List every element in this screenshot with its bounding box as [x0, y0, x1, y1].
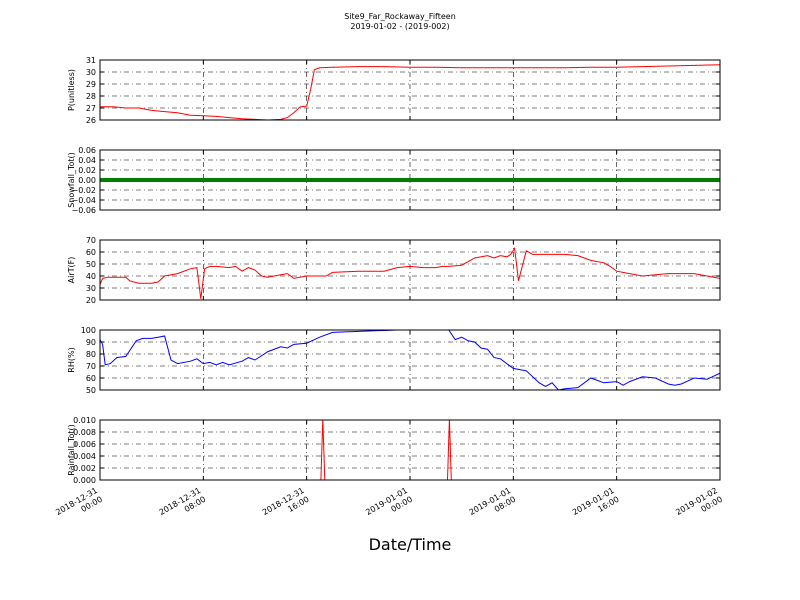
y-tick-label: 80 [86, 350, 96, 359]
y-tick-label: 30 [86, 68, 96, 77]
y-axis-label: AirT(F) [67, 257, 76, 284]
chart-title: Site9_Far_Rockaway_Fifteen [344, 12, 456, 21]
y-tick-label: 27 [86, 104, 96, 113]
axes-frame [99, 149, 721, 211]
y-axis-label: Snowfall_Tot() [67, 152, 76, 208]
y-tick-label: −0.04 [71, 196, 96, 205]
y-tick-label: 40 [86, 272, 96, 281]
subplot-stack: 262728293031P(unitless)−0.06−0.04−0.020.… [67, 56, 721, 485]
y-tick-label: 0.00 [78, 176, 96, 185]
chart-subtitle: 2019-01-02 - (2019-002) [350, 22, 449, 31]
panel-4: 0.000 0.002 0.004 0.006 0.008 0.010Rainfall_T… [67, 416, 721, 485]
y-tick-label: 0.008 [73, 428, 96, 437]
y-tick-label: −0.02 [71, 186, 96, 195]
y-tick-label: 0.006 [73, 440, 96, 449]
y-tick-label: 0.000 [73, 476, 96, 485]
y-tick-label: 50 [86, 260, 96, 269]
y-tick-label: 90 [86, 338, 96, 347]
y-tick-label: 30 [86, 284, 96, 293]
y-tick-label: 0.002 [73, 464, 96, 473]
y-tick-label: 50 [86, 386, 96, 395]
y-tick-label: 29 [86, 80, 96, 89]
axes-frame [99, 59, 721, 121]
y-tick-label: 0.004 [73, 452, 96, 461]
y-tick-label: 0.04 [78, 156, 96, 165]
panel-1: −0.06−0.04−0.020.000.020.040.06Snowfall_… [67, 146, 721, 215]
y-tick-label: 100 [81, 326, 96, 335]
y-tick-label: 60 [86, 248, 96, 257]
axes-frame [99, 419, 721, 481]
axes-frame [99, 329, 721, 391]
y-tick-label: 0.06 [78, 146, 96, 155]
y-tick-label: 60 [86, 374, 96, 383]
y-tick-label: 0.02 [78, 166, 96, 175]
y-axis-label: Rainfall_Tot() [67, 424, 76, 476]
y-tick-label: 0.010 [73, 416, 96, 425]
y-tick-label: 70 [86, 236, 96, 245]
panel-3: 50 60 70 80 90 100 RH(%) [67, 326, 721, 395]
y-tick-label: 28 [86, 92, 96, 101]
y-axis-label: RH(%) [67, 347, 76, 372]
series-line [100, 330, 720, 390]
panel-2: 20 30 40 50 60 70 AirT(F) [67, 236, 721, 305]
y-tick-label: 31 [86, 56, 96, 65]
y-axis-label: P(unitless) [67, 69, 76, 111]
y-tick-label: 20 [86, 296, 96, 305]
series-line [100, 420, 720, 480]
axes-frame [99, 239, 721, 301]
panel-0: 26 27 28 29 30 31 P(unitless) [67, 56, 721, 125]
y-tick-label: −0.06 [71, 206, 96, 215]
y-tick-label: 70 [86, 362, 96, 371]
x-axis-label: Date/Time [369, 535, 452, 554]
y-tick-label: 26 [86, 116, 96, 125]
series-line [100, 64, 720, 120]
series-line [100, 246, 720, 299]
